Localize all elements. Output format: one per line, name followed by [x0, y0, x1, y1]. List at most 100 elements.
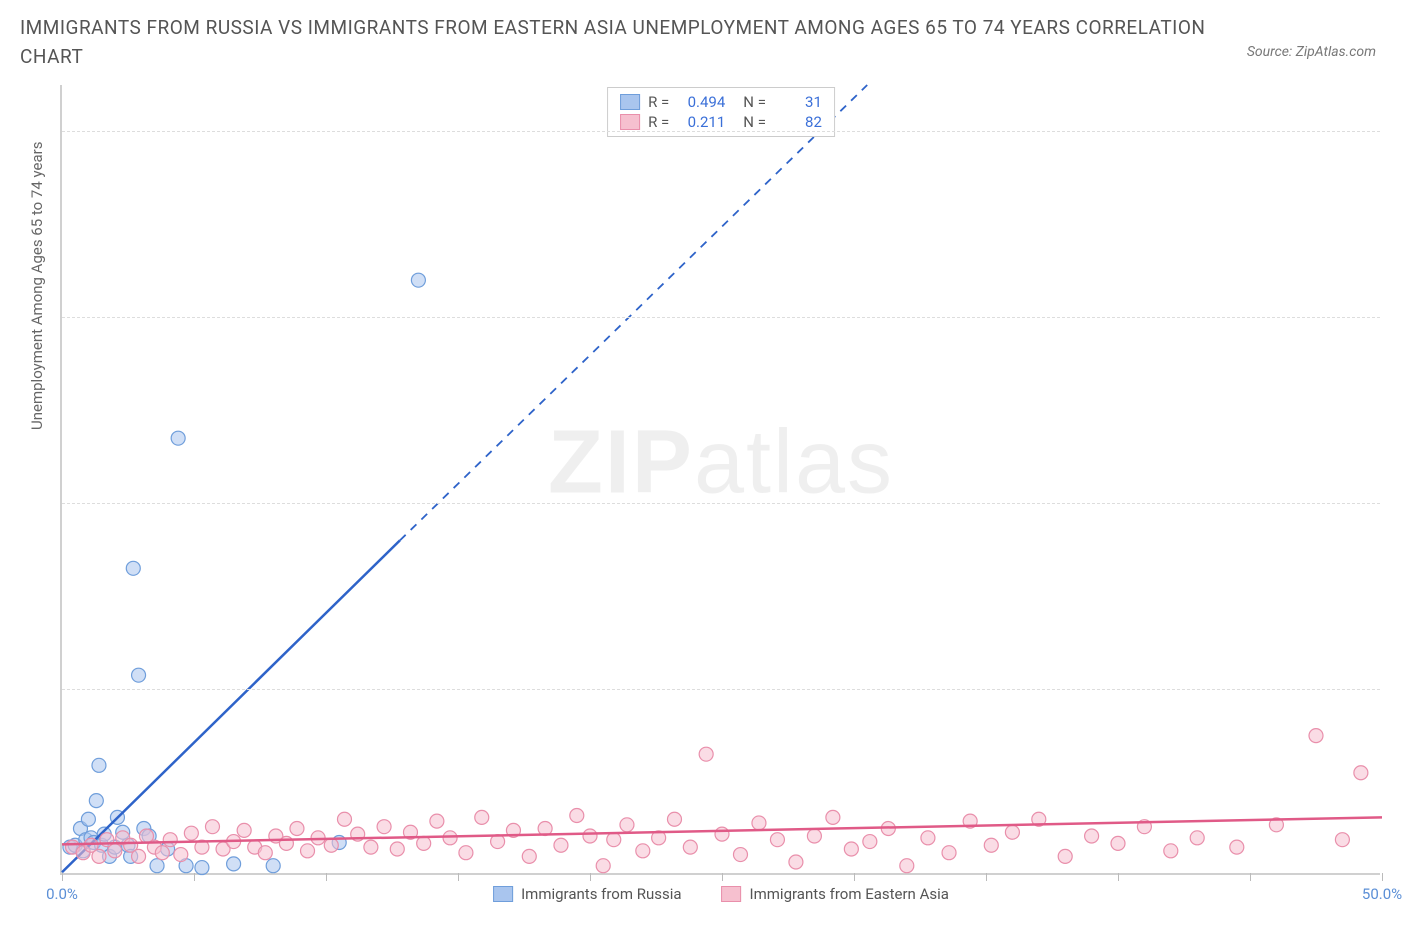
n-label: N = [743, 93, 766, 111]
data-point [844, 842, 858, 856]
data-point [266, 859, 280, 873]
data-point [900, 859, 914, 873]
data-point [522, 849, 536, 863]
data-point [290, 822, 304, 836]
data-point [596, 859, 610, 873]
data-point [205, 820, 219, 834]
legend-item-russia: Immigrants from Russia [493, 885, 681, 903]
x-tick [458, 873, 459, 881]
data-point [126, 561, 140, 575]
data-point [430, 814, 444, 828]
legend-label-russia: Immigrants from Russia [521, 885, 681, 903]
data-point [377, 820, 391, 834]
r-label: R = [648, 93, 669, 111]
data-point [108, 844, 122, 858]
data-point [163, 833, 177, 847]
data-point [227, 857, 241, 871]
n-value-russia: 31 [774, 93, 822, 111]
data-point [337, 812, 351, 826]
stats-box: R = 0.494 N = 31 R = 0.211 N = 82 [607, 87, 835, 137]
data-point [733, 848, 747, 862]
data-point [1005, 825, 1019, 839]
data-point [324, 838, 338, 852]
data-point [921, 831, 935, 845]
r-value-russia: 0.494 [677, 93, 725, 111]
data-point [155, 846, 169, 860]
data-point [789, 855, 803, 869]
data-point [171, 431, 185, 445]
data-point [570, 809, 584, 823]
data-point [132, 668, 146, 682]
data-point [174, 848, 188, 862]
x-tick [854, 873, 855, 881]
x-tick [590, 873, 591, 881]
data-point [258, 846, 272, 860]
trend-line-extrapolated [400, 85, 867, 540]
data-point [150, 859, 164, 873]
data-point [807, 829, 821, 843]
data-point [942, 846, 956, 860]
data-point [620, 818, 634, 832]
data-point [984, 838, 998, 852]
chart-title: IMMIGRANTS FROM RUSSIA VS IMMIGRANTS FRO… [20, 14, 1206, 71]
legend: Immigrants from Russia Immigrants from E… [493, 885, 949, 903]
data-point [184, 826, 198, 840]
scatter-svg [62, 85, 1380, 873]
data-point [1335, 833, 1349, 847]
r-value-asia: 0.211 [677, 113, 725, 131]
data-point [752, 816, 766, 830]
x-tick-label: 0.0% [46, 885, 78, 903]
x-tick [722, 873, 723, 881]
data-point [443, 831, 457, 845]
data-point [411, 273, 425, 287]
data-point [1354, 766, 1368, 780]
x-tick [326, 873, 327, 881]
data-point [1058, 849, 1072, 863]
data-point [459, 846, 473, 860]
y-axis-label: Unemployment Among Ages 65 to 74 years [28, 142, 46, 430]
data-point [92, 758, 106, 772]
n-value-asia: 82 [774, 113, 822, 131]
data-point [683, 840, 697, 854]
data-point [237, 823, 251, 837]
data-point [715, 827, 729, 841]
data-point [475, 810, 489, 824]
legend-swatch-asia [722, 886, 742, 902]
data-point [770, 833, 784, 847]
data-point [390, 842, 404, 856]
x-tick [62, 873, 63, 881]
gridline [62, 317, 1380, 318]
data-point [1085, 829, 1099, 843]
gridline [62, 131, 1380, 132]
x-tick [1250, 873, 1251, 881]
chart-plot-area: ZIPatlas R = 0.494 N = 31 R = 0.211 N = … [60, 85, 1380, 875]
r-label: R = [648, 113, 669, 131]
swatch-asia [620, 114, 640, 130]
data-point [1309, 729, 1323, 743]
data-point [554, 838, 568, 852]
gridline [62, 503, 1380, 504]
data-point [667, 812, 681, 826]
data-point [863, 835, 877, 849]
swatch-russia [620, 94, 640, 110]
data-point [1190, 831, 1204, 845]
data-point [583, 829, 597, 843]
x-tick [1382, 873, 1383, 881]
data-point [1230, 840, 1244, 854]
n-label: N = [743, 113, 766, 131]
data-point [1164, 844, 1178, 858]
data-point [364, 840, 378, 854]
x-tick [986, 873, 987, 881]
data-point [636, 844, 650, 858]
gridline [62, 689, 1380, 690]
data-point [195, 861, 209, 875]
legend-item-asia: Immigrants from Eastern Asia [722, 885, 949, 903]
data-point [417, 836, 431, 850]
data-point [89, 794, 103, 808]
x-tick [1118, 873, 1119, 881]
stats-row-russia: R = 0.494 N = 31 [620, 92, 822, 112]
x-tick-label: 50.0% [1362, 885, 1402, 903]
legend-swatch-russia [493, 886, 513, 902]
data-point [132, 849, 146, 863]
source-attribution: Source: ZipAtlas.com [1247, 44, 1376, 60]
